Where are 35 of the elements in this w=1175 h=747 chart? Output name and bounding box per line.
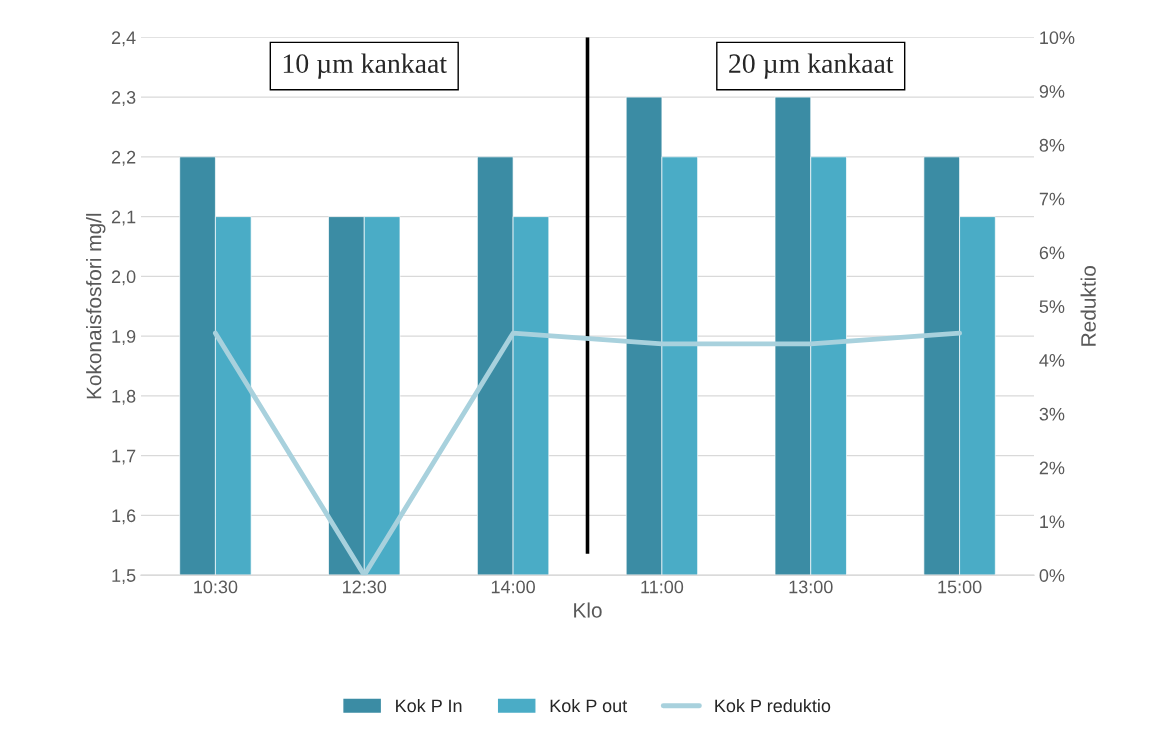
y-tick-label: 2,3: [111, 91, 136, 106]
y-tick-label: 1,6: [112, 509, 136, 525]
x-tick-label: 13:00: [789, 580, 833, 594]
x-tick-label: 14:00: [491, 580, 535, 594]
legend-label: Kok P out: [550, 698, 628, 713]
y2-tick-label: 8%: [1039, 138, 1065, 152]
annotation: 20 µm kankaat: [729, 53, 894, 79]
x-axis-title: Klo: [574, 602, 602, 618]
legend-label: Kok P reduktio: [715, 698, 831, 713]
y-tick-label: 1,5: [112, 569, 136, 585]
y2-tick-label: 10%: [1040, 31, 1075, 45]
y2-axis-title: Reduktio: [1080, 266, 1096, 346]
y-tick-label: 2,1: [111, 210, 136, 226]
y2-tick-label: 3%: [1039, 407, 1065, 421]
y-tick-label: 1,7: [112, 449, 136, 465]
y2-tick-label: 0%: [1039, 569, 1065, 582]
x-tick-label: 11:00: [641, 580, 684, 594]
y-tick-label: 1,9: [112, 330, 136, 345]
legend-label: Kok P In: [396, 698, 462, 713]
y-tick-label: 1,8: [112, 389, 136, 405]
y2-tick-label: 5%: [1039, 300, 1065, 313]
y-tick-label: 2,0: [111, 270, 136, 286]
y2-tick-label: 9%: [1039, 85, 1065, 98]
y2-tick-label: 1%: [1040, 515, 1065, 529]
annotation: 10 µm kankaat: [283, 53, 447, 79]
y2-tick-label: 4%: [1039, 354, 1065, 367]
y2-tick-label: 7%: [1039, 192, 1065, 206]
y-tick-label: 2,4: [111, 31, 136, 47]
y2-tick-label: 6%: [1039, 246, 1065, 260]
y-tick-label: 2,2: [111, 150, 136, 166]
x-tick-label: 15:00: [938, 580, 982, 594]
y-axis-title: Kokonaisfosfori mg/l: [86, 213, 106, 399]
x-tick-label: 12:30: [343, 580, 387, 594]
y2-tick-label: 2%: [1039, 461, 1065, 475]
x-tick-label: 10:30: [194, 580, 238, 594]
